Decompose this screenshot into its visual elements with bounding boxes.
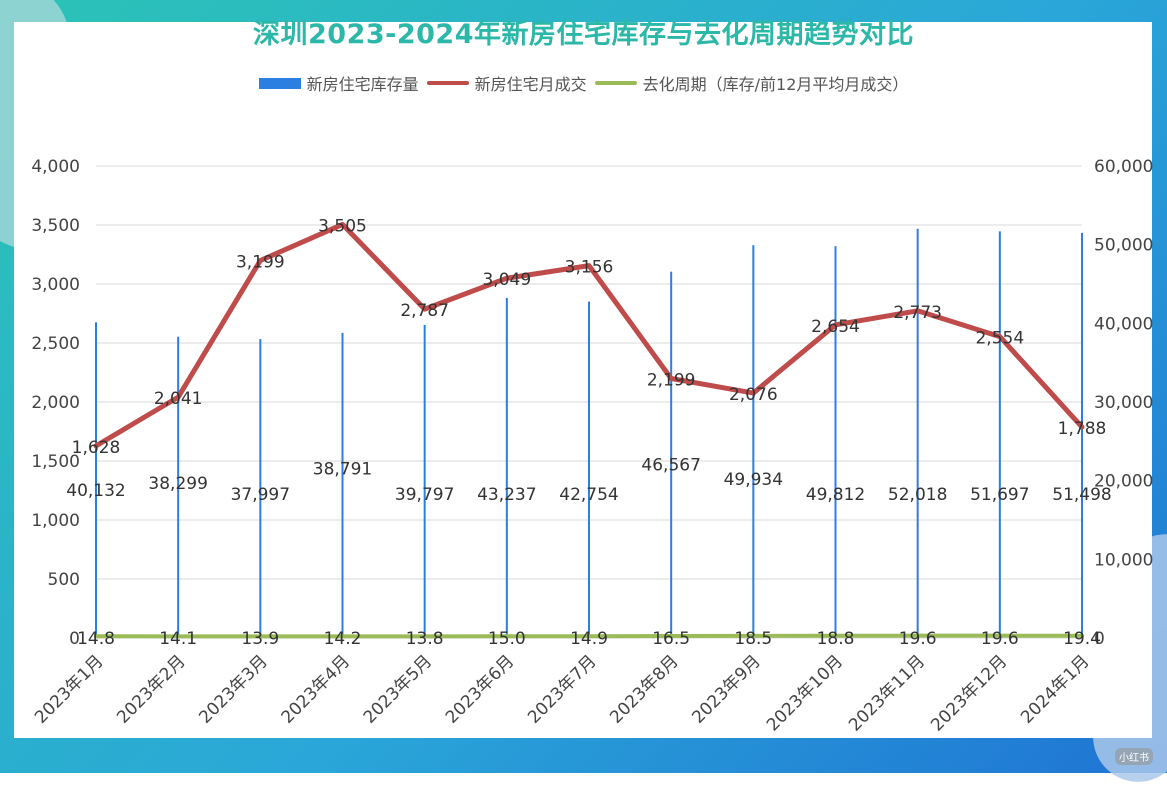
data-label-inventory: 52,018 xyxy=(888,485,947,505)
line-series-sales xyxy=(93,221,1085,449)
x-axis-tick-label: 2023年8月 xyxy=(606,651,682,727)
data-label-cycle: 14.8 xyxy=(77,629,115,649)
legend-swatch-sales xyxy=(426,81,469,85)
legend-swatch-inventory xyxy=(258,77,301,89)
chart-legend: 新房住宅库存量 新房住宅月成交 去化周期（库存/前12月平均月成交） xyxy=(0,71,1167,95)
data-label-sales: 3,049 xyxy=(482,270,531,290)
x-axis-tick-label: 2023年4月 xyxy=(278,651,354,727)
left-axis-tick-label: 2,500 xyxy=(31,334,80,354)
left-axis-tick-label: 2,000 xyxy=(31,393,80,413)
x-axis-tick-label: 2023年3月 xyxy=(195,651,271,727)
data-label-inventory: 38,791 xyxy=(313,459,372,479)
data-label-sales: 3,199 xyxy=(236,253,285,273)
bar-inventory xyxy=(259,339,262,638)
bar-inventory xyxy=(177,336,180,638)
left-axis-tick-label: 1,500 xyxy=(31,452,80,472)
data-label-sales: 2,199 xyxy=(647,371,696,391)
data-label-cycle: 14.1 xyxy=(159,629,197,649)
data-label-sales: 2,787 xyxy=(400,301,449,321)
legend-label-cycle: 去化周期（库存/前12月平均月成交） xyxy=(642,75,909,94)
data-label-cycle: 18.5 xyxy=(734,629,772,649)
right-axis-tick-label: 0 xyxy=(1094,629,1105,649)
legend-label-sales: 新房住宅月成交 xyxy=(474,75,587,94)
right-axis-tick-label: 50,000 xyxy=(1094,236,1153,256)
chart-title: 深圳2023-2024年新房住宅库存与去化周期趋势对比 xyxy=(253,19,914,50)
bar-inventory xyxy=(588,301,590,638)
data-label-cycle: 18.8 xyxy=(817,629,855,649)
left-axis-tick-label: 500 xyxy=(48,570,80,590)
legend-item-sales: 新房住宅月成交 xyxy=(426,71,587,95)
x-axis-tick-label: 2023年10月 xyxy=(763,651,847,735)
data-label-sales: 2,654 xyxy=(811,317,860,337)
data-label-inventory: 49,812 xyxy=(806,485,865,505)
left-axis-tick-label: 3,500 xyxy=(31,216,80,236)
legend-label-inventory: 新房住宅库存量 xyxy=(306,75,419,94)
x-axis-tick-label: 2023年11月 xyxy=(845,651,929,735)
bar-inventory xyxy=(423,324,426,638)
x-axis-tick-label: 2023年2月 xyxy=(113,651,189,727)
data-label-sales: 2,554 xyxy=(975,329,1024,349)
bar-inventory xyxy=(834,246,837,638)
chart-panel xyxy=(14,22,1152,738)
data-label-inventory: 49,934 xyxy=(724,470,783,490)
x-axis-tick-label: 2023年12月 xyxy=(927,651,1011,735)
data-label-sales: 1,788 xyxy=(1058,419,1107,439)
data-label-sales: 2,076 xyxy=(729,385,778,405)
watermark: 小红书 xyxy=(1115,748,1153,765)
data-label-inventory: 40,132 xyxy=(66,481,125,501)
right-axis-tick-label: 20,000 xyxy=(1094,472,1153,492)
data-label-cycle: 14.9 xyxy=(570,629,608,649)
left-axis-tick-label: 4,000 xyxy=(31,157,80,177)
bar-inventory xyxy=(505,297,508,638)
x-axis-tick-label: 2023年5月 xyxy=(360,651,436,727)
bar-inventory xyxy=(998,231,1001,638)
data-label-inventory: 38,299 xyxy=(148,474,207,494)
data-label-sales: 2,041 xyxy=(154,389,203,409)
line-series-cycle xyxy=(94,633,1084,639)
data-label-sales: 3,156 xyxy=(565,258,614,278)
data-label-inventory: 39,797 xyxy=(395,485,454,505)
bar-inventory xyxy=(341,332,344,638)
bar-inventory xyxy=(670,271,673,638)
bar-inventory xyxy=(1081,232,1083,639)
x-axis-tick-label: 2023年1月 xyxy=(31,651,107,727)
right-axis-tick-label: 40,000 xyxy=(1094,314,1153,334)
data-label-cycle: 15.0 xyxy=(488,629,526,649)
data-label-cycle: 13.9 xyxy=(241,629,279,649)
legend-swatch-cycle xyxy=(594,81,637,85)
bar-inventory xyxy=(752,245,755,639)
data-label-inventory: 43,237 xyxy=(477,485,536,505)
data-label-sales: 3,505 xyxy=(318,216,367,236)
right-axis-tick-label: 30,000 xyxy=(1094,393,1153,413)
data-label-inventory: 51,697 xyxy=(970,485,1029,505)
data-label-cycle: 13.8 xyxy=(406,629,444,649)
legend-item-inventory: 新房住宅库存量 xyxy=(258,71,419,95)
data-label-cycle: 14.2 xyxy=(324,629,362,649)
left-axis-tick-label: 0 xyxy=(69,629,80,649)
data-label-inventory: 46,567 xyxy=(641,456,700,476)
x-axis-tick-label: 2023年7月 xyxy=(524,651,600,727)
data-label-cycle: 19.6 xyxy=(981,629,1019,649)
data-label-cycle: 16.5 xyxy=(652,629,690,649)
data-label-sales: 2,773 xyxy=(893,303,942,323)
chart-canvas: 0 500 1,000 1,500 2,000 2,500 3,000 3,500 4,000 0… xyxy=(31,157,1153,735)
data-label-inventory: 42,754 xyxy=(559,485,618,505)
legend-item-cycle: 去化周期（库存/前12月平均月成交） xyxy=(594,71,909,95)
data-label-cycle: 19.4 xyxy=(1063,629,1101,649)
bar-inventory xyxy=(95,322,97,638)
data-label-inventory: 37,997 xyxy=(231,485,290,505)
x-axis-tick-label: 2024年1月 xyxy=(1017,651,1093,727)
right-axis-tick-label: 10,000 xyxy=(1094,550,1153,570)
left-axis-tick-label: 1,000 xyxy=(31,511,80,531)
data-label-sales: 1,628 xyxy=(72,438,121,458)
x-axis-tick-label: 2023年9月 xyxy=(688,651,764,727)
bar-inventory xyxy=(916,228,919,638)
left-axis-tick-label: 3,000 xyxy=(31,275,80,295)
data-label-cycle: 19.6 xyxy=(899,629,937,649)
right-axis-tick-label: 60,000 xyxy=(1094,157,1153,177)
x-axis-tick-label: 2023年6月 xyxy=(442,651,518,727)
data-label-inventory: 51,498 xyxy=(1052,485,1111,505)
